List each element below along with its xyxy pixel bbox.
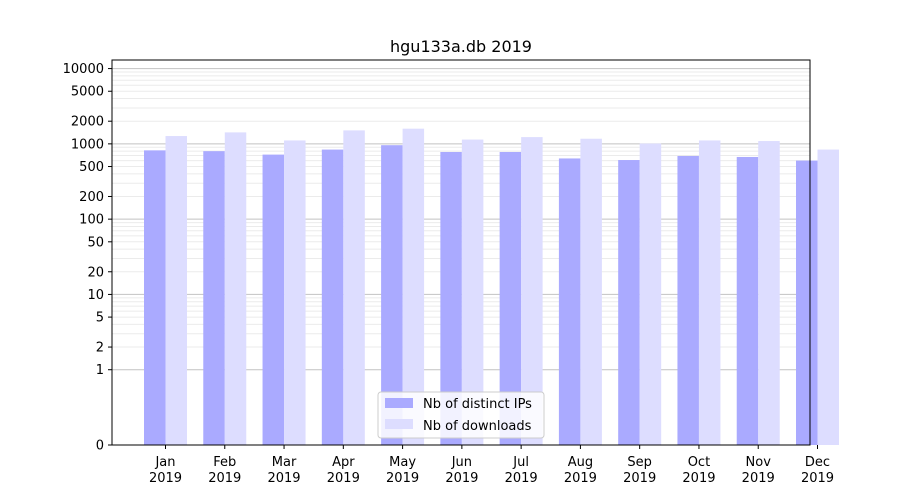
legend: Nb of distinct IPs Nb of downloads xyxy=(377,391,545,439)
bar-distinct-ips xyxy=(677,155,699,445)
x-tick-label-year: 2019 xyxy=(682,471,715,486)
x-tick-label-year: 2019 xyxy=(327,471,360,486)
x-tick-label-year: 2019 xyxy=(801,471,834,486)
bar-distinct-ips xyxy=(144,150,166,445)
bar-distinct-ips xyxy=(558,158,581,445)
y-tick-label: 2 xyxy=(96,341,104,356)
x-tick-label-month: Jun xyxy=(451,455,472,470)
x-tick-label-year: 2019 xyxy=(149,471,182,486)
bar-distinct-ips xyxy=(381,145,403,446)
bar-downloads xyxy=(461,139,484,445)
bar-downloads xyxy=(698,140,721,445)
bar-downloads xyxy=(639,143,662,446)
bar-distinct-ips xyxy=(618,160,640,445)
bar-downloads xyxy=(817,149,839,445)
x-tick-label-month: Feb xyxy=(213,455,236,470)
bar-downloads xyxy=(284,140,306,445)
bar-distinct-ips xyxy=(499,151,522,445)
legend-swatch-downloads xyxy=(385,419,413,429)
y-tick-label: 10 xyxy=(87,288,104,303)
legend-label-downloads: Nb of downloads xyxy=(423,419,532,434)
bar-downloads xyxy=(580,138,602,445)
y-tick-label: 50 xyxy=(87,235,104,250)
y-tick-label: 1000 xyxy=(71,137,104,152)
legend-label-distinct-ips: Nb of distinct IPs xyxy=(423,397,532,412)
x-tick-label-year: 2019 xyxy=(267,471,300,486)
plot-frame xyxy=(111,59,811,446)
y-tick-label: 200 xyxy=(79,190,104,205)
x-tick-label-year: 2019 xyxy=(208,471,241,486)
bar-downloads xyxy=(521,137,543,446)
x-tick-label-year: 2019 xyxy=(386,471,419,486)
bar-distinct-ips xyxy=(736,156,759,446)
y-axis: 0 1 2 5 10 20 50 100 200 500 1000 2000 5000 10000 xyxy=(63,62,112,454)
bars xyxy=(144,128,839,446)
y-tick-label: 5000 xyxy=(71,85,104,100)
x-tick-label-year: 2019 xyxy=(623,471,656,486)
x-tick-label-month: Aug xyxy=(568,455,593,470)
bar-distinct-ips xyxy=(796,160,818,445)
y-tick-label: 1 xyxy=(96,363,104,378)
x-tick-label-month: Nov xyxy=(746,455,772,470)
bar-downloads xyxy=(758,141,780,445)
bar-downloads xyxy=(343,130,365,445)
bar-downloads xyxy=(402,128,425,445)
y-tick-label: 2000 xyxy=(71,115,104,130)
bar-downloads xyxy=(165,136,187,445)
y-tick-label: 0 xyxy=(96,439,104,454)
bar-distinct-ips xyxy=(203,151,225,445)
bar-distinct-ips xyxy=(262,154,285,445)
bar-distinct-ips xyxy=(321,149,344,445)
y-tick-label: 100 xyxy=(79,213,104,228)
x-tick-label-month: Mar xyxy=(272,455,297,470)
x-axis: Jan2019Feb2019Mar2019Apr2019May2019Jun20… xyxy=(149,445,834,486)
chart-title: hgu133a.db 2019 xyxy=(390,37,532,56)
bar-downloads xyxy=(224,132,247,446)
x-tick-label-month: Jul xyxy=(512,455,529,470)
legend-box xyxy=(377,391,545,439)
y-tick-label: 500 xyxy=(79,160,104,175)
x-tick-label-year: 2019 xyxy=(505,471,538,486)
x-tick-label-month: May xyxy=(389,455,416,470)
x-tick-label-month: Oct xyxy=(688,455,710,470)
y-tick-label: 5 xyxy=(96,311,104,326)
x-tick-label-year: 2019 xyxy=(564,471,597,486)
legend-swatch-distinct-ips xyxy=(385,398,413,408)
bar-distinct-ips xyxy=(440,151,462,445)
x-tick-label-month: Apr xyxy=(332,455,355,470)
y-tick-label: 20 xyxy=(87,265,104,280)
y-tick-label: 10000 xyxy=(63,62,104,77)
x-tick-label-month: Dec xyxy=(805,455,830,470)
x-tick-label-month: Sep xyxy=(627,455,652,470)
x-tick-label-year: 2019 xyxy=(445,471,478,486)
x-tick-label-month: Jan xyxy=(154,455,175,470)
x-tick-label-year: 2019 xyxy=(742,471,775,486)
